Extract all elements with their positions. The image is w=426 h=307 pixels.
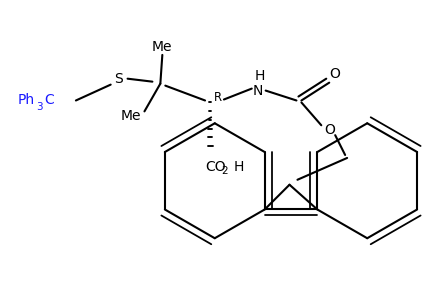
Text: Ph: Ph xyxy=(17,94,35,107)
Text: H: H xyxy=(254,69,264,83)
Text: N: N xyxy=(252,84,262,98)
Text: Me: Me xyxy=(120,109,141,123)
Text: S: S xyxy=(114,72,123,86)
Text: H: H xyxy=(233,160,244,174)
Text: O: O xyxy=(323,123,334,137)
Text: O: O xyxy=(328,67,339,81)
Text: R: R xyxy=(213,91,222,104)
Text: Me: Me xyxy=(152,40,172,54)
Text: 2: 2 xyxy=(221,166,228,176)
Text: C: C xyxy=(44,94,54,107)
Text: CO: CO xyxy=(204,160,225,174)
Text: 3: 3 xyxy=(36,103,43,112)
